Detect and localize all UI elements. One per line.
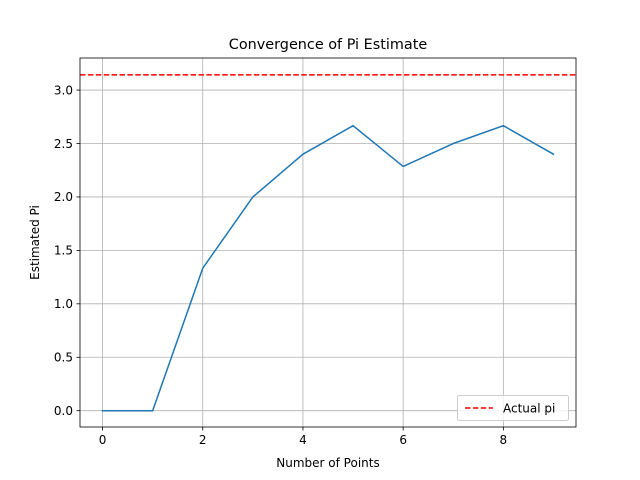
plot-frame [79,57,577,428]
legend-label-actual-pi: Actual pi [503,402,555,416]
y-tick-label: 0.0 [54,404,73,418]
pi-estimate-line [101,124,555,412]
x-tick-label: 0 [99,433,107,447]
y-tick-label: 1.5 [54,244,73,258]
y-tick-label: 3.0 [54,83,73,97]
x-tick-label: 6 [399,433,407,447]
y-tick-label: 0.5 [54,351,73,365]
x-tick-label: 2 [199,433,207,447]
y-tick-label: 2.0 [54,190,73,204]
x-tick-label: 4 [299,433,307,447]
y-tick-label: 2.5 [54,137,73,151]
legend-box [457,395,569,421]
grid [80,58,576,427]
x-tick-label: 8 [500,433,508,447]
chart-title: Convergence of Pi Estimate [229,37,428,53]
series-lines [101,124,555,412]
x-axis-ticks: 0 2 4 6 8 [99,427,507,447]
y-axis-label: Estimated Pi [28,205,42,280]
legend: Actual pi [457,395,569,421]
y-axis-ticks: 0.0 0.5 1.0 1.5 2.0 2.5 3.0 [54,83,80,418]
y-tick-label: 1.0 [54,297,73,311]
plot-area [80,58,576,427]
x-axis-label: Number of Points [276,456,379,470]
